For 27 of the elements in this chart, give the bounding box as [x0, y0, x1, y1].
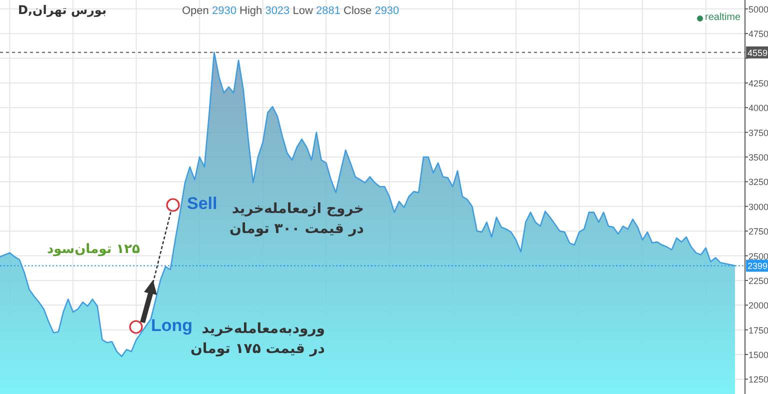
y-tick-label: 2500	[748, 251, 768, 262]
y-tick-label: 2000	[748, 300, 768, 311]
y-tick-label: 2750	[748, 226, 768, 237]
y-tick-label: 4000	[748, 103, 768, 114]
annotation: ۱۲۵ تومان‌سود	[46, 242, 140, 257]
text: Open 2930 High 3023 Low 2881 Close 2930	[182, 5, 400, 17]
y-tick-label: 2250	[748, 276, 768, 286]
annotation: Long	[151, 316, 193, 336]
annotation: در قیمت ۳۰۰ تومان	[229, 221, 364, 237]
y-tick-label: 4250	[748, 78, 768, 88]
y-tick-label: 1750	[748, 325, 768, 336]
y-tick-label: 1250	[748, 374, 768, 385]
y-tick-label: 5000	[748, 4, 768, 14]
annotation: خروج از‌معامله‌خرید	[232, 201, 364, 217]
annotation: در قیمت ۱۷۵ تومان	[190, 341, 325, 357]
y-tick-label: 3500	[748, 152, 768, 163]
y-tick-label: 3000	[748, 202, 768, 212]
chart-title: بورس تهران,D	[18, 3, 106, 17]
ref-line-label: 4559	[747, 48, 768, 58]
y-tick-label: 3250	[748, 177, 768, 188]
y-tick-label: 3750	[748, 128, 768, 138]
annotation: Sell	[187, 194, 218, 214]
y-tick-label: 4750	[748, 29, 768, 40]
annotation: ورود‌به‌معامله‌خرید	[202, 321, 325, 337]
annotation: realtime	[705, 12, 741, 23]
ref-line-label: 2399	[747, 261, 768, 272]
y-tick-label: 1500	[748, 350, 768, 360]
